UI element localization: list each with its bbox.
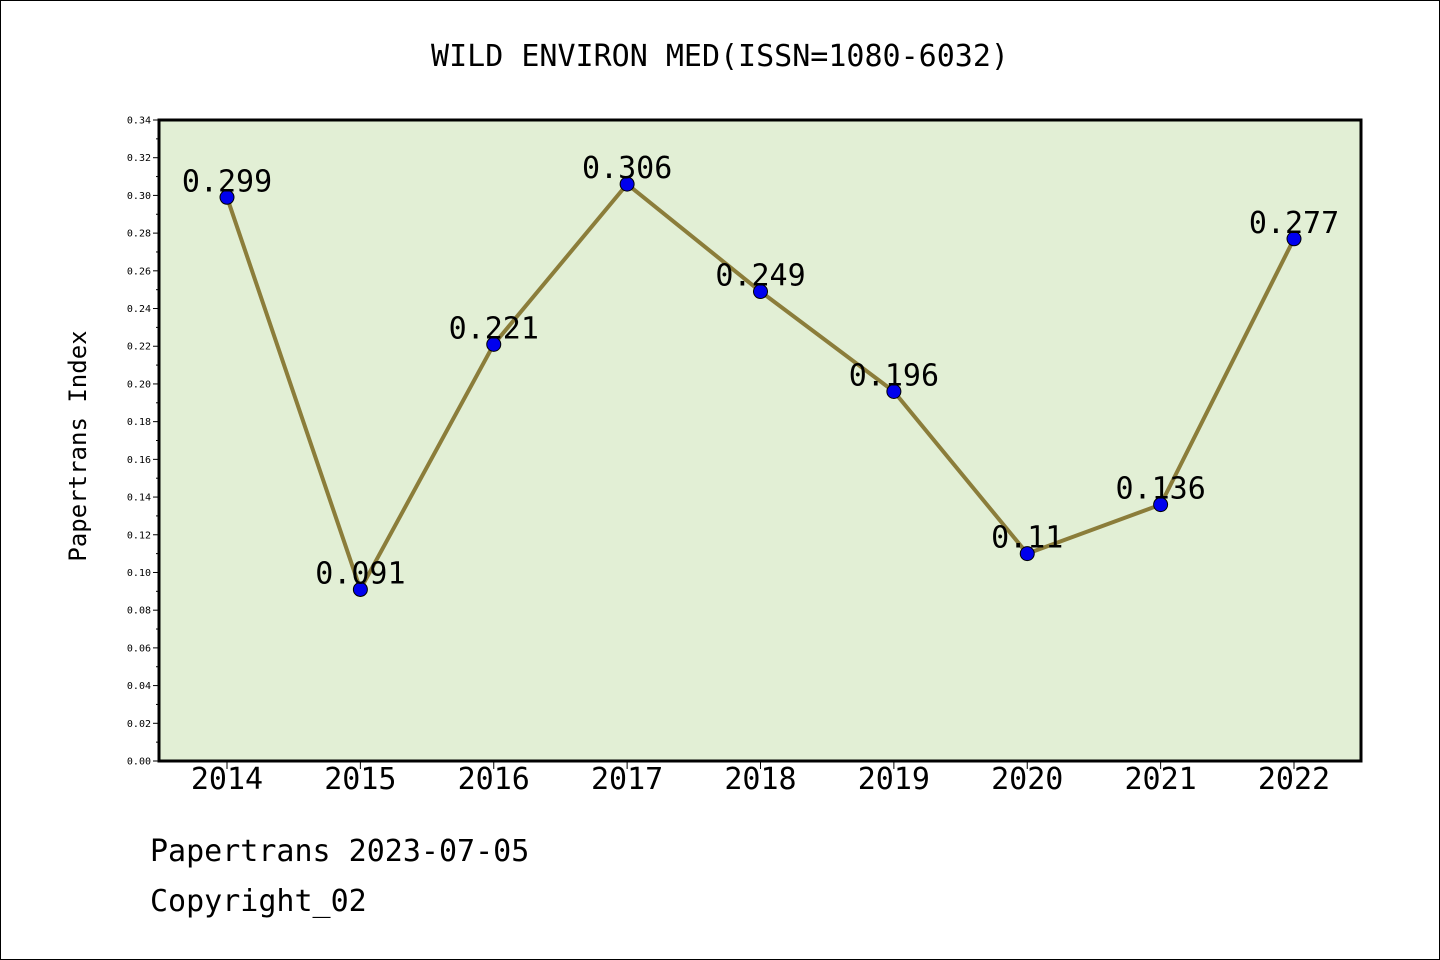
- data-label: 0.306: [582, 151, 672, 186]
- y-tick-label: 0.20: [127, 379, 151, 390]
- footer-date: Papertrans 2023-07-05: [150, 834, 530, 869]
- y-tick-label: 0.16: [127, 455, 151, 466]
- y-tick-label: 0.24: [127, 304, 151, 315]
- x-tick-label: 2015: [324, 762, 396, 797]
- data-point: [1153, 497, 1169, 513]
- y-tick-label: 0.34: [127, 116, 151, 127]
- y-tick-label: 0.30: [127, 191, 151, 202]
- data-label: 0.091: [315, 556, 405, 591]
- data-point: [886, 383, 902, 399]
- y-tick-label: 0.14: [127, 493, 151, 504]
- data-point: [619, 176, 635, 192]
- x-tick-label: 2020: [991, 762, 1063, 797]
- data-point: [1286, 231, 1302, 247]
- y-tick-label: 0.12: [127, 530, 151, 541]
- y-tick-label: 0.22: [127, 342, 151, 353]
- y-tick-label: 0.18: [127, 417, 151, 428]
- data-point: [753, 284, 768, 300]
- data-label: 0.277: [1249, 206, 1339, 241]
- data-label: 0.299: [182, 164, 272, 199]
- chart-title: WILD ENVIRON MED(ISSN=1080-6032): [431, 39, 1009, 74]
- x-tick-label: 2022: [1258, 762, 1330, 797]
- y-tick-label: 0.04: [127, 681, 151, 692]
- data-point: [1019, 546, 1035, 562]
- data-label: 0.136: [1115, 472, 1205, 507]
- plot-area: [157, 118, 1363, 763]
- y-tick-label: 0.00: [127, 757, 151, 768]
- data-label: 0.249: [715, 259, 805, 294]
- x-tick-label: 2018: [724, 762, 796, 797]
- data-point: [352, 581, 368, 597]
- x-tick-label: 2016: [458, 762, 530, 797]
- x-tick-label: 2021: [1125, 762, 1197, 797]
- y-tick-label: 0.08: [127, 606, 151, 617]
- y-tick-label: 0.26: [127, 266, 151, 277]
- x-axis: 2014 2015 2016 2017 2018 2019 2020 2021 2022: [191, 761, 1330, 797]
- y-axis: 0.00 0.02 0.04 0.06 0.08 0.10 0.12 0.14 0.16 0.18…: [127, 116, 159, 768]
- data-label: 0.196: [849, 358, 939, 393]
- footer-copyright: Copyright_02: [150, 884, 367, 919]
- y-tick-label: 0.02: [127, 719, 151, 730]
- y-tick-label: 0.28: [127, 229, 151, 240]
- y-tick-label: 0.32: [127, 153, 151, 164]
- y-tick-label: 0.10: [127, 568, 151, 579]
- data-point: [219, 189, 235, 205]
- data-point: [486, 336, 502, 352]
- data-label: 0.221: [449, 311, 539, 346]
- x-tick-label: 2017: [591, 762, 663, 797]
- x-tick-label: 2019: [858, 762, 930, 797]
- x-tick-label: 2014: [191, 762, 263, 797]
- data-label: 0.11: [991, 521, 1063, 556]
- y-axis-label: Papertrans Index: [64, 330, 92, 561]
- series-group: 0.299 0.091 0.221 0.306 0.249 0.196 0.11 0.136 0…: [182, 151, 1339, 597]
- y-tick-label: 0.06: [127, 643, 151, 654]
